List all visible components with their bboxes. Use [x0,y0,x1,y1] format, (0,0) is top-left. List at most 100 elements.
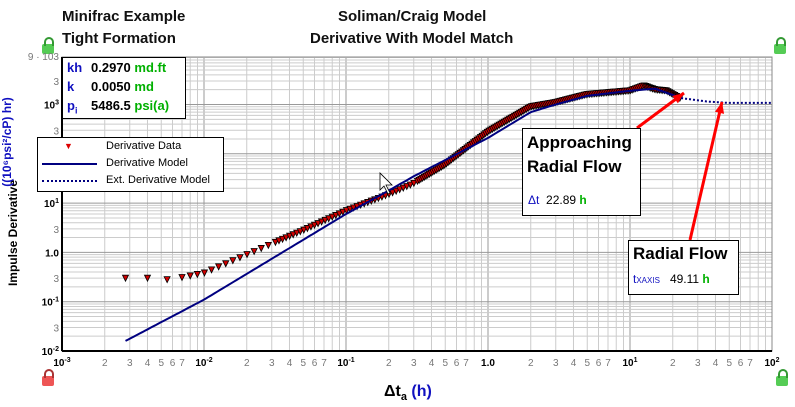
data-point [325,215,333,223]
y-tick-label: 101 [44,198,59,210]
x-tick-label: 2 [670,358,676,369]
x-tick-label: 4 [429,358,435,369]
y-tick-label: 3 [53,323,59,334]
data-point [335,210,343,218]
x-tick-label: 3 [269,358,275,369]
x-tick-label: 1.0 [481,358,495,369]
chart-title-center-1: Soliman/Craig Model [338,8,487,25]
x-tick-label: 4 [571,358,577,369]
data-point [236,254,244,262]
x-tick-label: 3 [127,358,133,369]
parameter-box: kh 0.2970 md.ft k 0.0050 md pi 5486.5 psi(a… [62,57,186,119]
data-point [271,238,280,247]
y-tick-label-top: 9 · 103 [27,52,59,63]
data-point [342,207,351,215]
param-pi: pi 5486.5 psi(a) [67,98,170,116]
data-point [396,186,404,194]
x-tick-label: 102 [764,357,779,369]
x-tick-label: 3 [411,358,417,369]
chart-title-left-1: Minifrac Example [62,8,186,25]
x-tick-label: 7 [463,358,469,369]
x-tick-label: 7 [321,358,327,369]
y-tick-label: 3 [53,77,59,88]
data-point [403,183,411,191]
mouse-cursor-icon [379,172,393,195]
x-tick-label: 5 [158,358,164,369]
y-tick-label: 10-1 [42,297,59,309]
x-tick-label: 3 [553,358,559,369]
data-point [317,218,326,226]
y-tick-label: 103 [44,100,59,112]
legend-item-data: ▼ Derivative Data [38,138,223,155]
data-point [275,237,283,245]
data-point [193,271,201,279]
x-tick-label: 4 [713,358,719,369]
unlock-icon-top-left[interactable] [42,37,54,54]
data-point [307,223,315,231]
x-tick-label: 6 [738,358,744,369]
data-point [392,187,400,196]
lock-icon-bottom-left[interactable] [42,369,54,386]
x-tick-label: 101 [622,357,637,369]
data-point [222,260,230,268]
unlock-icon-bottom-right[interactable] [776,369,788,386]
y-tick-label: 3 [53,225,59,236]
data-point [163,276,171,284]
triangle-marker-icon: ▼ [64,141,73,151]
chart-title-left-2: Tight Formation [62,30,176,47]
x-tick-label: 2 [528,358,534,369]
data-point [346,205,354,214]
data-point [388,189,397,197]
annotation-radial-flow[interactable]: Radial Flow tXAXIS 49.11 h [628,240,739,295]
x-tick-label: 5 [726,358,732,369]
data-point [310,221,319,230]
x-tick-label: 6 [454,358,460,369]
param-k: k 0.0050 md [67,79,154,94]
x-tick-label: 6 [170,358,176,369]
x-tick-label: 6 [596,358,602,369]
arrow-radial-flow [688,101,724,241]
x-tick-label: 6 [312,358,318,369]
x-tick-label: 7 [747,358,753,369]
data-point [121,274,130,283]
x-tick-label: 2 [102,358,108,369]
data-point [289,231,297,239]
data-point [186,272,194,280]
x-tick-label: 7 [605,358,611,369]
y-tick-label: 3 [53,274,59,285]
x-tick-label: 5 [584,358,590,369]
arrow-radial-flow-head [714,102,725,114]
arrow-approaching-radial-flow-head [672,93,684,104]
data-point [349,204,358,212]
data-point [257,245,265,253]
data-point [285,232,294,241]
dotted-line-icon [42,180,97,182]
chart-title-center-2: Derivative With Model Match [310,30,514,47]
x-tick-label: 5 [442,358,448,369]
data-point [339,208,347,217]
x-tick-label: 4 [287,358,293,369]
legend: ▼ Derivative Data Derivative Model Ext. D… [37,137,224,192]
data-point [293,229,301,238]
x-tick-label: 7 [179,358,185,369]
data-point [207,266,216,274]
x-tick-label: 2 [244,358,250,369]
data-point [250,248,258,256]
legend-item-ext-model: Ext. Derivative Model [38,172,223,189]
data-point [321,216,329,225]
data-point [296,228,304,236]
ext-derivative-model-line [680,97,772,104]
annotation-approaching-radial-flow[interactable]: Approaching Radial Flow Δt 22.89 h [522,128,641,216]
x-tick-label: 10-3 [53,357,70,369]
data-point [264,241,272,250]
data-point [303,225,312,233]
data-point [178,274,186,282]
x-tick-label: 5 [300,358,306,369]
x-tick-label: 10-2 [195,357,212,369]
data-point [328,213,336,221]
y-tick-label: 3 [53,126,59,137]
unlock-icon-top-right[interactable] [774,37,786,54]
param-kh: kh 0.2970 md.ft [67,60,167,75]
